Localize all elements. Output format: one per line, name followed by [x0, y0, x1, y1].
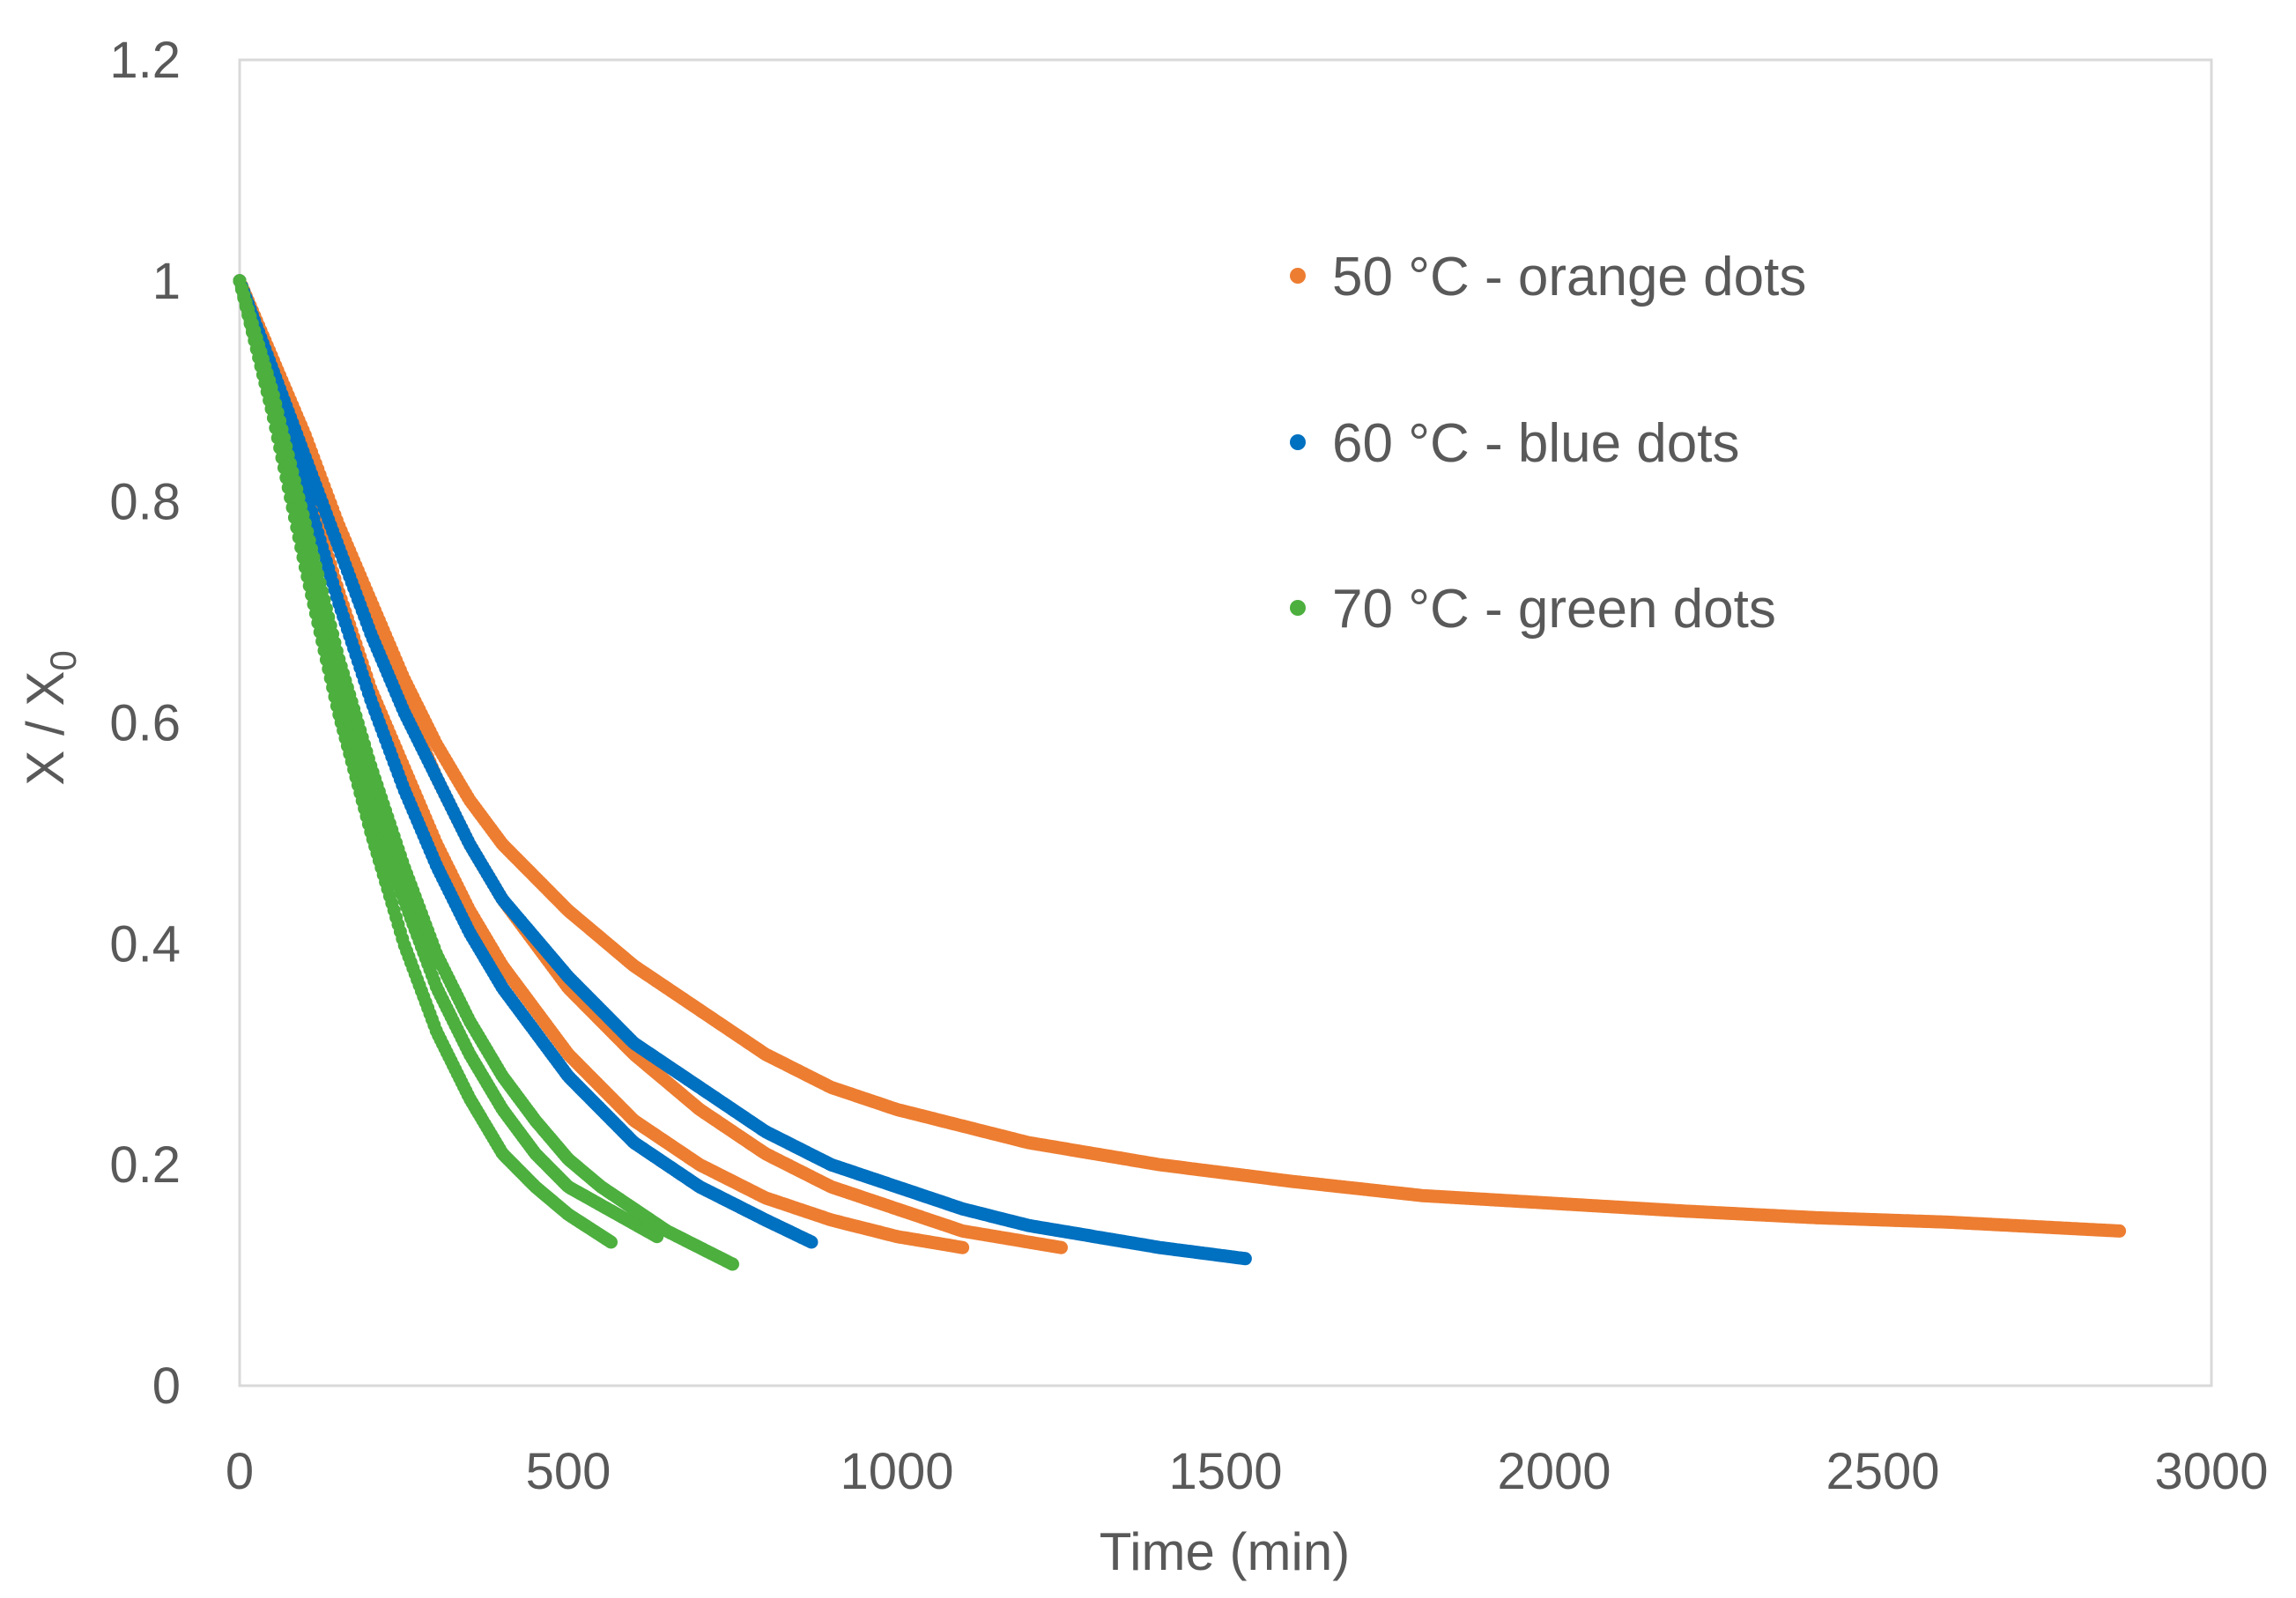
x-tick-label: 2000: [1497, 1443, 1611, 1500]
data-point: [956, 1240, 970, 1254]
data-point: [1055, 1240, 1068, 1254]
legend-marker-50c: [1290, 268, 1306, 284]
data-layer: [233, 274, 2127, 1271]
x-tick-label: 2500: [1826, 1443, 1939, 1500]
series-2: [233, 274, 739, 1271]
y-axis-title-subscript: 0: [42, 650, 84, 670]
data-point: [726, 1257, 739, 1271]
y-tick-label: 1: [152, 253, 181, 310]
y-axis-title: X / X0: [16, 650, 84, 785]
series-1: [233, 274, 1252, 1266]
x-tick-label: 1000: [840, 1443, 953, 1500]
x-tick-label: 1500: [1168, 1443, 1282, 1500]
y-tick-label: 1.2: [109, 32, 181, 89]
x-tick-label: 0: [226, 1443, 254, 1500]
data-point: [2113, 1224, 2127, 1238]
legend: 50 °C - orange dots 60 °C - blue dots 70…: [1290, 247, 1806, 640]
x-tick-label: 500: [526, 1443, 611, 1500]
y-tick-label: 0.8: [109, 474, 181, 531]
legend-marker-60c: [1290, 434, 1306, 450]
legend-marker-70c: [1290, 600, 1306, 616]
data-point: [1238, 1252, 1252, 1266]
y-axis-ticks: 0 0.2 0.4 0.6 0.8 1 1.2: [109, 32, 181, 1415]
y-tick-label: 0.2: [109, 1136, 181, 1194]
x-axis-ticks: 0 500 1000 1500 2000 2500 3000: [226, 1443, 2269, 1500]
x-tick-label: 3000: [2154, 1443, 2268, 1500]
legend-label-70c: 70 °C - green dots: [1332, 579, 1776, 640]
y-axis-title-main: X / X: [16, 671, 75, 786]
legend-label-50c: 50 °C - orange dots: [1332, 247, 1806, 307]
y-tick-label: 0.4: [109, 915, 181, 973]
data-point: [604, 1235, 618, 1249]
data-point: [804, 1235, 818, 1249]
series-0: [233, 274, 2127, 1254]
legend-label-60c: 60 °C - blue dots: [1332, 413, 1740, 474]
y-tick-label: 0: [152, 1358, 181, 1415]
x-axis-title: Time (min): [1100, 1522, 1350, 1581]
y-tick-label: 0.6: [109, 695, 181, 752]
